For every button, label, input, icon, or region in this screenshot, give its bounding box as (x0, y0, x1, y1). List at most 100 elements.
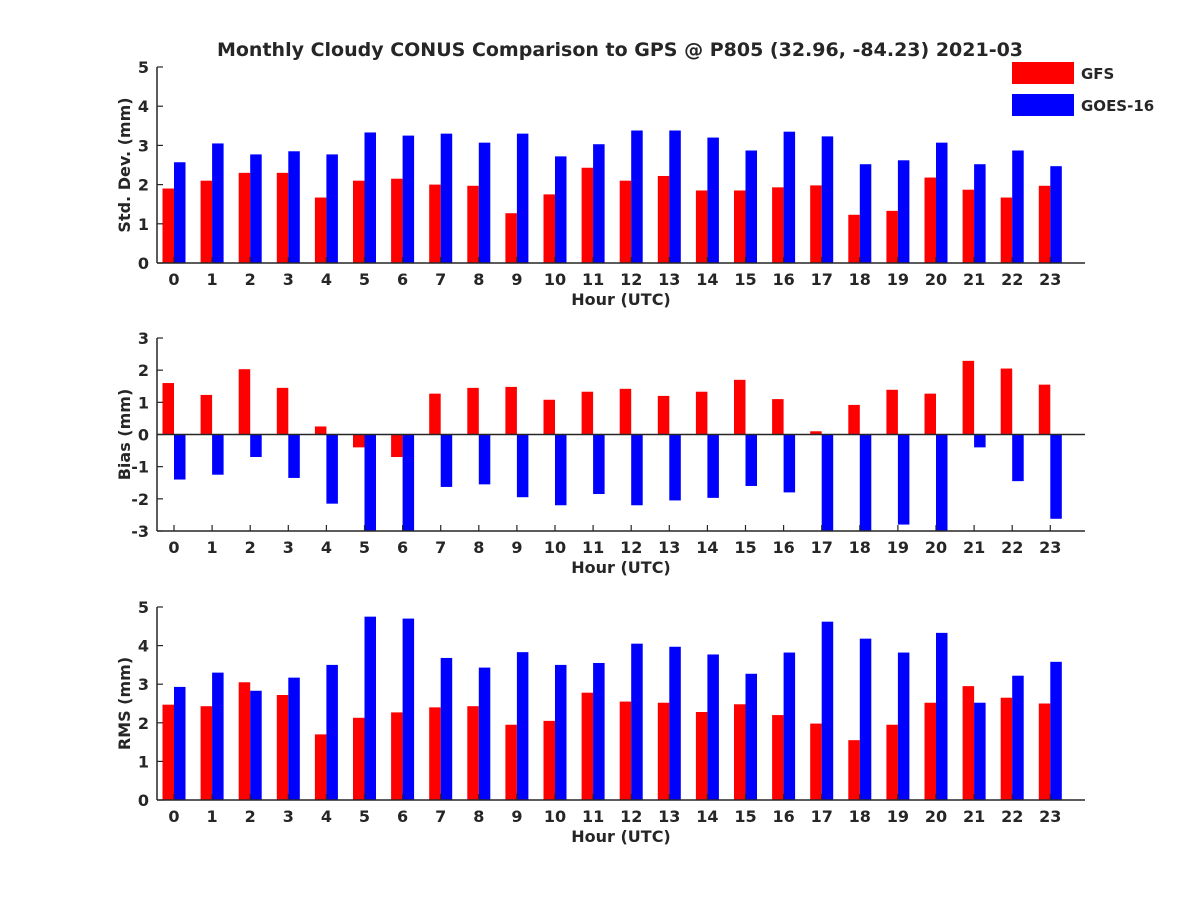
x-tick-label: 1 (207, 270, 218, 289)
bar (326, 664, 338, 800)
bar (936, 142, 948, 263)
bar (772, 715, 784, 800)
bar (581, 391, 594, 435)
bar (593, 144, 605, 263)
bar (478, 434, 491, 485)
bar (593, 434, 605, 495)
bar (276, 172, 289, 263)
y-tick-label: 5 (138, 58, 149, 77)
y-tick-label: 1 (138, 752, 149, 771)
y-tick-label: -2 (131, 490, 149, 509)
bar (555, 664, 567, 800)
x-tick-label: 13 (658, 270, 680, 289)
bar (707, 434, 719, 498)
bar (238, 682, 251, 800)
bar (783, 131, 796, 263)
bar (402, 618, 415, 800)
x-tick-label: 8 (473, 807, 484, 826)
x-tick-label: 22 (1001, 270, 1023, 289)
bar (429, 393, 441, 435)
y-tick-label: 4 (138, 97, 149, 116)
bar (250, 154, 262, 263)
bar (1050, 661, 1062, 800)
figure-title: Monthly Cloudy CONUS Comparison to GPS @… (217, 39, 1023, 61)
x-tick-label: 1 (207, 807, 218, 826)
x-tick-label: 7 (435, 807, 446, 826)
x-tick-label: 16 (772, 807, 794, 826)
x-tick-label: 9 (511, 807, 522, 826)
legend: GFS GOES-16 (1012, 62, 1154, 116)
x-tick-label: 5 (359, 270, 370, 289)
x-tick-label: 6 (397, 538, 408, 557)
x-tick-label: 8 (473, 270, 484, 289)
bar (505, 213, 517, 263)
bar (402, 434, 415, 531)
x-tick-label: 21 (963, 538, 985, 557)
y-tick-label: 3 (138, 329, 149, 348)
y-tick-label: 4 (138, 637, 149, 656)
bar (1000, 697, 1013, 800)
bar (326, 154, 338, 263)
bar (212, 434, 224, 475)
x-tick-label: 0 (168, 538, 179, 557)
legend-swatch (1012, 94, 1074, 116)
bar (810, 431, 822, 435)
bar (619, 180, 632, 263)
x-tick-label: 12 (620, 270, 642, 289)
x-tick-label: 15 (734, 270, 756, 289)
legend-label: GFS (1081, 65, 1114, 83)
bar (1012, 434, 1024, 482)
x-tick-label: 0 (168, 270, 179, 289)
bar (276, 387, 289, 435)
x-axis-label: Hour (UTC) (571, 558, 671, 577)
x-tick-label: 16 (772, 538, 794, 557)
bar (669, 646, 681, 800)
bar (745, 150, 757, 263)
bar (657, 175, 670, 263)
bar (859, 434, 872, 531)
bar (162, 383, 174, 435)
bar (886, 210, 898, 263)
x-tick-label: 2 (245, 807, 256, 826)
x-tick-label: 12 (620, 538, 642, 557)
bar (848, 404, 860, 435)
x-tick-label: 2 (245, 538, 256, 557)
x-tick-label: 4 (321, 538, 332, 557)
x-tick-label: 5 (359, 807, 370, 826)
bar (314, 734, 327, 800)
x-axis-label: Hour (UTC) (571, 827, 671, 846)
bar (238, 172, 251, 263)
series-goes-16 (174, 434, 1062, 531)
bar (391, 178, 403, 263)
bar (364, 132, 376, 263)
x-tick-label: 17 (811, 538, 833, 557)
x-tick-label: 4 (321, 270, 332, 289)
bar (631, 130, 643, 263)
bar (707, 137, 719, 263)
bar (848, 740, 860, 800)
bar (936, 434, 948, 531)
y-axis-label: Std. Dev. (mm) (115, 97, 134, 232)
bar (924, 177, 936, 263)
bar (440, 133, 453, 263)
y-tick-label: 0 (138, 426, 149, 445)
x-tick-label: 7 (435, 270, 446, 289)
bar (391, 434, 403, 458)
x-tick-label: 7 (435, 538, 446, 557)
bar (974, 164, 986, 263)
bar (821, 434, 834, 531)
bar (631, 434, 643, 506)
bar (772, 399, 784, 435)
bar (516, 434, 529, 498)
bar (478, 667, 491, 800)
bar (314, 197, 327, 263)
bar (467, 185, 479, 263)
bar (695, 190, 708, 263)
series-gfs (162, 167, 1051, 263)
bar (924, 702, 936, 800)
bar (543, 399, 555, 435)
bar (174, 162, 186, 263)
